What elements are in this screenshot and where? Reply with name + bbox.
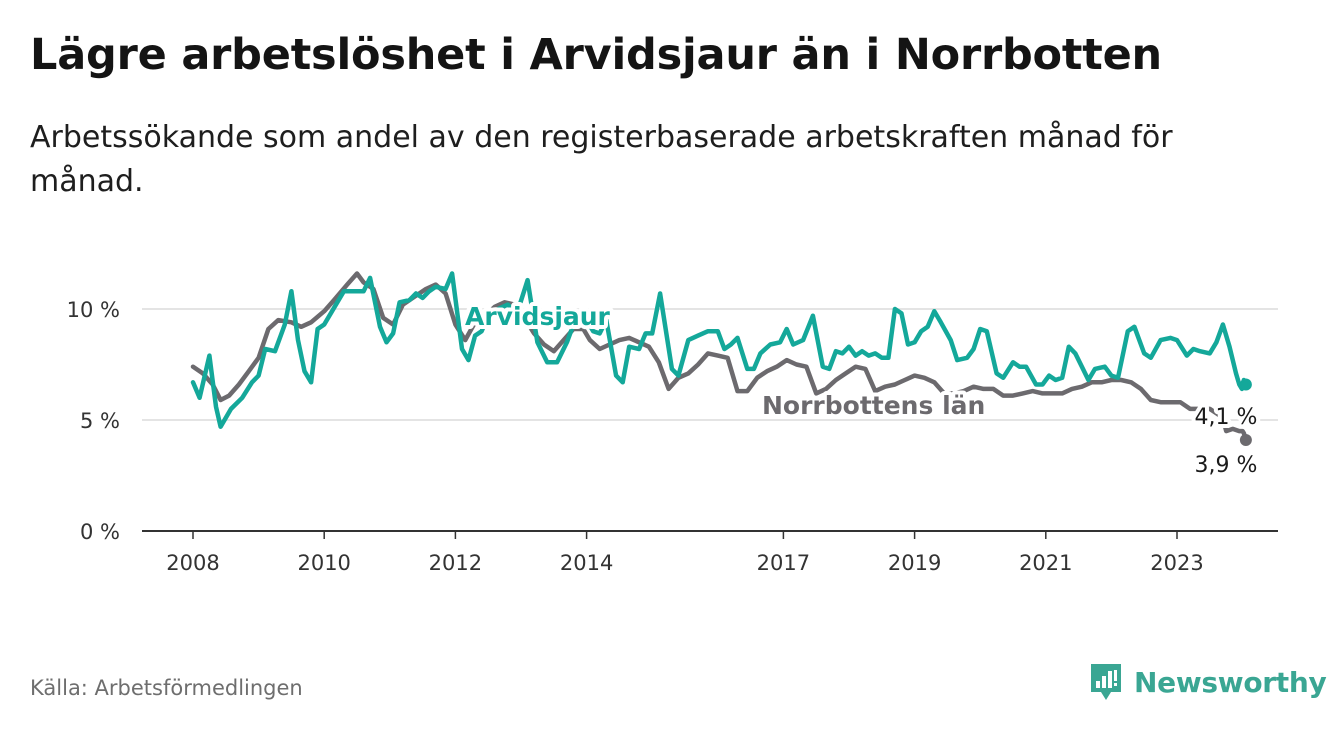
chart-title: Lägre arbetslöshet i Arvidsjaur än i Nor… (30, 30, 1162, 80)
series-end-marker (1239, 378, 1252, 391)
y-tick-label: 10 % (67, 298, 120, 322)
line-chart: 0 % 5 % 10 % 2008 2010 2012 2014 2017 2019 2021 20… (67, 271, 1278, 575)
end-value-arvidsjaur-halo: 3,9 % (1195, 453, 1258, 478)
series-line-arvidsjaur (190, 271, 1249, 429)
source-note: Källa: Arbetsförmedlingen (30, 676, 303, 700)
y-tick-label: 5 % (80, 409, 120, 433)
x-tick-label: 2017 (757, 551, 810, 575)
series-label-arvidsjaur: Arvidsjaur (465, 302, 611, 331)
x-tick-label: 2021 (1019, 551, 1072, 575)
x-tick-label: 2019 (888, 551, 941, 575)
series-end-marker (1239, 433, 1252, 446)
x-tick-label: 2023 (1150, 551, 1203, 575)
x-tick-label: 2010 (297, 551, 350, 575)
end-value-norrbotten: 4,1 % (1195, 405, 1258, 430)
x-tick-label: 2014 (560, 551, 613, 575)
end-value-arvidsjaur: 3,9 % (1195, 453, 1258, 478)
series-line-norrbotten (190, 271, 1249, 443)
newsworthy-logo-icon (1091, 664, 1121, 700)
series-label-norrbotten-halo: Norrbottens län (762, 391, 985, 420)
end-value-norrbotten-halo: 4,1 % (1195, 405, 1258, 430)
chart-subtitle: Arbetssökande som andel av den registerb… (30, 120, 1173, 199)
x-tick-label: 2012 (429, 551, 482, 575)
series-label-arvidsjaur-halo: Arvidsjaur (465, 302, 611, 331)
brand-logo: Newsworthy (1088, 660, 1327, 704)
x-tick-label: 2008 (166, 551, 219, 575)
y-tick-label: 0 % (80, 520, 120, 544)
brand-name: Newsworthy (1134, 665, 1327, 699)
series-label-norrbotten: Norrbottens län (762, 391, 985, 420)
